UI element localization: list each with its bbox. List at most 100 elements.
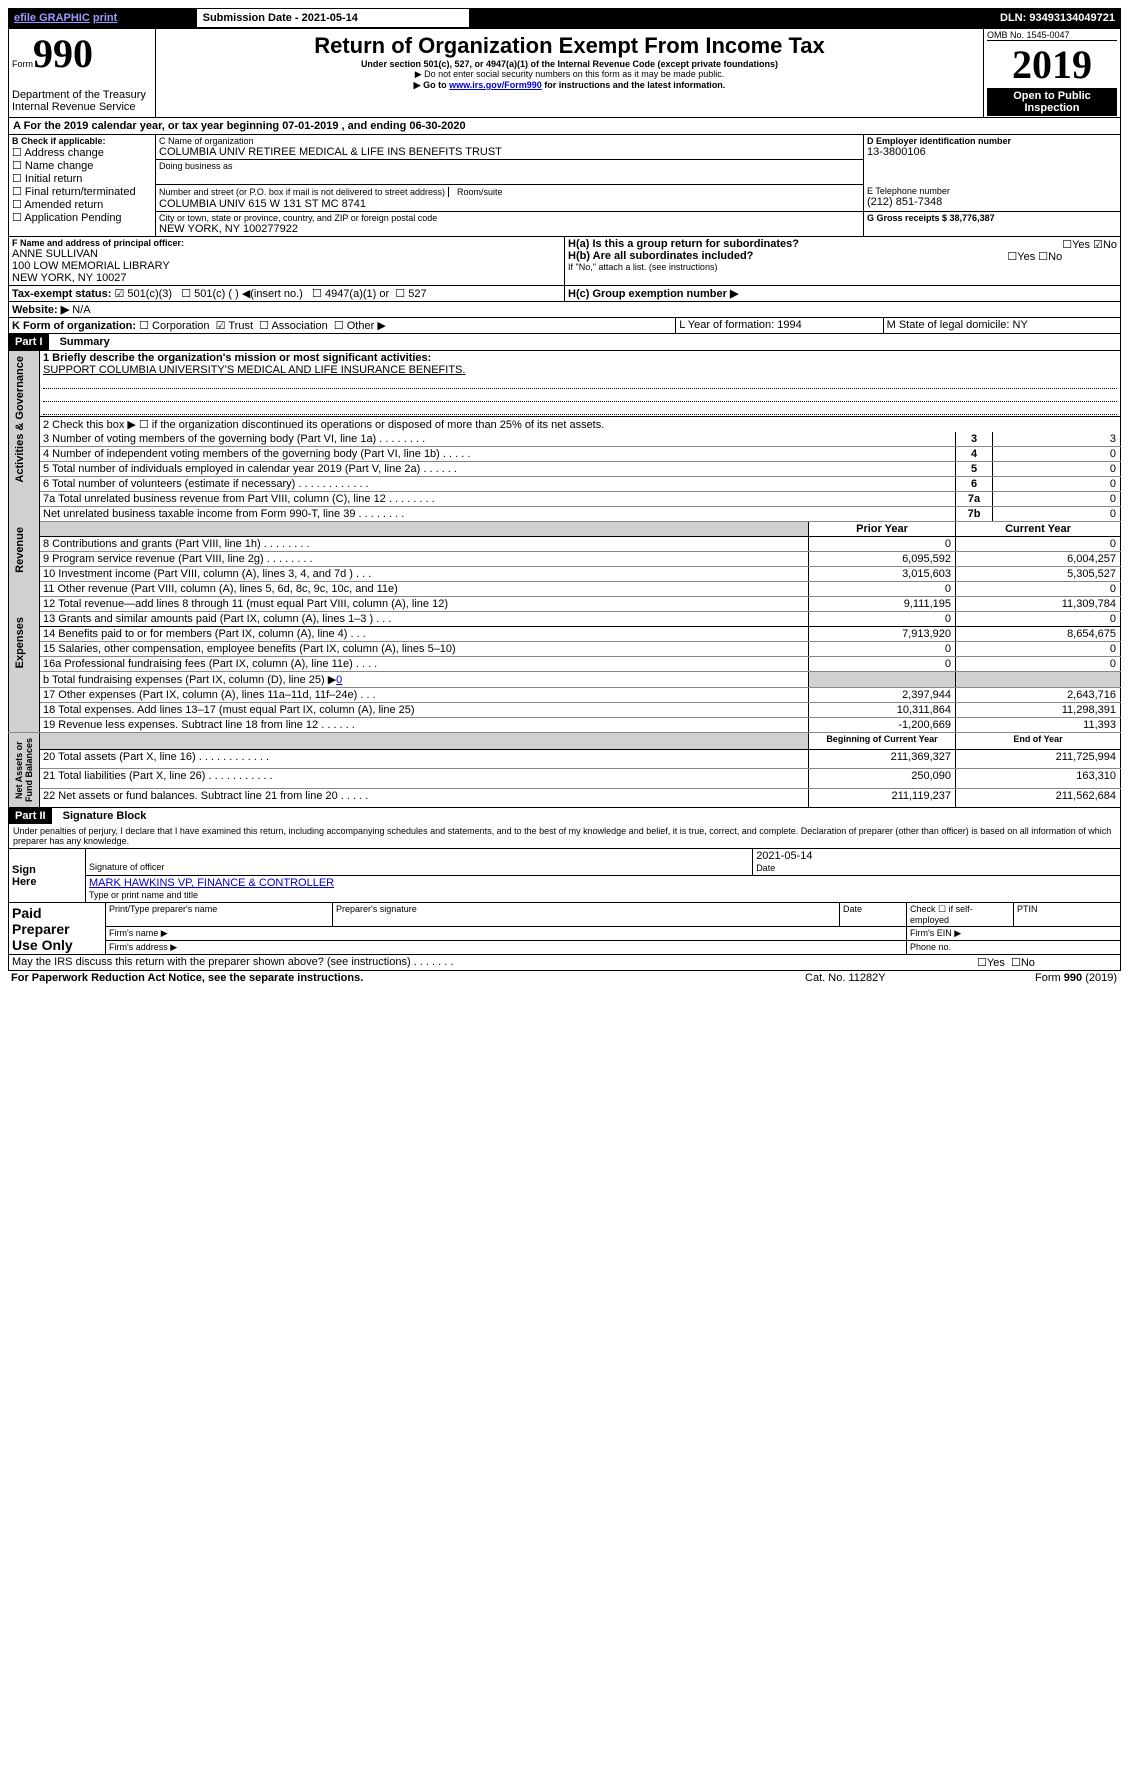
l8-prior: 0 [809, 537, 956, 552]
chk-pending[interactable]: ☐ Application Pending [12, 211, 152, 224]
omb: OMB No. 1545-0047 [987, 30, 1117, 41]
f-h-block: F Name and address of principal officer:… [8, 237, 1121, 318]
line7b: Net unrelated business taxable income fr… [40, 507, 956, 522]
e-label: E Telephone number [867, 186, 1117, 196]
discuss-no[interactable]: No [1021, 957, 1035, 969]
line17: 17 Other expenses (Part IX, column (A), … [40, 688, 809, 703]
line18: 18 Total expenses. Add lines 13–17 (must… [40, 703, 809, 718]
top-bar: efile GRAPHIC print Submission Date - 20… [8, 8, 1121, 28]
chk-501c3[interactable]: ☑ 501(c)(3) [115, 288, 173, 300]
print-link[interactable]: print [93, 12, 117, 24]
line22: 22 Net assets or fund balances. Subtract… [40, 788, 809, 807]
firm-name-label: Firm's name ▶ [106, 927, 907, 941]
firm-addr-label: Firm's address ▶ [106, 941, 907, 955]
chk-trust[interactable]: Trust [228, 320, 253, 332]
l11-prior: 0 [809, 582, 956, 597]
klm-row: K Form of organization: ☐ Corporation ☑ … [8, 318, 1121, 334]
line20: 20 Total assets (Part X, line 16) . . . … [40, 749, 809, 768]
open-public: Open to Public Inspection [987, 88, 1117, 116]
line6-val: 0 [993, 477, 1121, 492]
chk-name[interactable]: ☐ Name change [12, 159, 152, 172]
warn-goto: ▶ Go to www.irs.gov/Form990 for instruct… [160, 80, 979, 91]
form-title: Return of Organization Exempt From Incom… [160, 33, 979, 59]
line4-num: 4 [956, 447, 993, 462]
l20-cur: 211,725,994 [956, 749, 1121, 768]
line12: 12 Total revenue—add lines 8 through 11 … [40, 597, 809, 612]
chk-527[interactable]: ☐ 527 [395, 288, 426, 300]
chk-final[interactable]: ☐ Final return/terminated [12, 185, 152, 198]
city-state-zip: NEW YORK, NY 100277922 [159, 223, 860, 235]
j-label: Website: ▶ [12, 304, 69, 316]
efile-link[interactable]: efile GRAPHIC print [8, 9, 196, 28]
line16a: 16a Professional fundraising fees (Part … [40, 657, 809, 672]
hc-label: H(c) Group exemption number ▶ [565, 286, 1121, 302]
i-label: Tax-exempt status: [12, 288, 111, 300]
l18-cur: 11,298,391 [956, 703, 1121, 718]
firm-ein-label: Firm's EIN ▶ [907, 927, 1121, 941]
l10-prior: 3,015,603 [809, 567, 956, 582]
line4: 4 Number of independent voting members o… [40, 447, 956, 462]
sec-netassets: Net Assets or Fund Balances [12, 734, 36, 806]
sig-date-label: Date [756, 863, 775, 873]
chk-address[interactable]: ☐ Address change [12, 146, 152, 159]
tax-year: 2019 [987, 41, 1117, 88]
line5-val: 0 [993, 462, 1121, 477]
dln: DLN: 93493134049721 [915, 9, 1121, 28]
phone-label: Phone no. [907, 941, 1121, 955]
line6: 6 Total number of volunteers (estimate i… [40, 477, 956, 492]
prep-date-label: Date [840, 903, 907, 927]
chk-501c[interactable]: ☐ 501(c) ( ) ◀(insert no.) [181, 288, 303, 300]
sign-here-label: Sign Here [9, 849, 86, 903]
chk-amended[interactable]: ☐ Amended return [12, 198, 152, 211]
officer-name-title[interactable]: MARK HAWKINS VP, FINANCE & CONTROLLER [89, 877, 334, 889]
chk-4947[interactable]: ☐ 4947(a)(1) or [312, 288, 389, 300]
l9-cur: 6,004,257 [956, 552, 1121, 567]
l19-cur: 11,393 [956, 718, 1121, 733]
cat-no: Cat. No. 11282Y [755, 971, 935, 985]
chk-other[interactable]: Other ▶ [347, 320, 386, 332]
line13: 13 Grants and similar amounts paid (Part… [40, 612, 809, 627]
l-year: L Year of formation: 1994 [676, 318, 883, 334]
irs-link[interactable]: www.irs.gov/Form990 [449, 80, 542, 90]
officer-addr2: NEW YORK, NY 10027 [12, 272, 561, 284]
chk-assoc[interactable]: Association [271, 320, 327, 332]
form-word: Form [12, 59, 33, 69]
l16b-prior [809, 672, 956, 688]
hb-label: H(b) Are all subordinates included? ☐Yes… [568, 250, 1117, 262]
line-a: A For the 2019 calendar year, or tax yea… [8, 118, 1121, 135]
part2-header: Part II Signature Block [8, 808, 1121, 824]
submission-date: Submission Date - 2021-05-14 [196, 9, 469, 28]
c-name-label: C Name of organization [159, 136, 860, 146]
line4-val: 0 [993, 447, 1121, 462]
pra-notice: For Paperwork Reduction Act Notice, see … [8, 971, 755, 985]
line1-value: SUPPORT COLUMBIA UNIVERSITY'S MEDICAL AN… [43, 364, 1117, 376]
line14: 14 Benefits paid to or for members (Part… [40, 627, 809, 642]
l13-prior: 0 [809, 612, 956, 627]
line15: 15 Salaries, other compensation, employe… [40, 642, 809, 657]
perjury-decl: Under penalties of perjury, I declare th… [8, 824, 1121, 849]
l9-prior: 6,095,592 [809, 552, 956, 567]
footer: For Paperwork Reduction Act Notice, see … [8, 971, 1121, 985]
chk-corp[interactable]: Corporation [152, 320, 209, 332]
l16a-cur: 0 [956, 657, 1121, 672]
line2: 2 Check this box ▶ ☐ if the organization… [40, 417, 1121, 433]
discuss-yes[interactable]: Yes [987, 957, 1005, 969]
website: N/A [72, 304, 90, 316]
hb-note: If "No," attach a list. (see instruction… [568, 262, 1117, 272]
l13-cur: 0 [956, 612, 1121, 627]
check-self[interactable]: Check ☐ if self-employed [907, 903, 1014, 927]
begin-year-hdr: Beginning of Current Year [809, 733, 956, 750]
l22-cur: 211,562,684 [956, 788, 1121, 807]
line11: 11 Other revenue (Part VIII, column (A),… [40, 582, 809, 597]
l16b-cur [956, 672, 1121, 688]
prep-name-label: Print/Type preparer's name [106, 903, 333, 927]
form-990: 990 [33, 31, 93, 76]
l8-cur: 0 [956, 537, 1121, 552]
l10-cur: 5,305,527 [956, 567, 1121, 582]
chk-initial[interactable]: ☐ Initial return [12, 172, 152, 185]
l14-cur: 8,654,675 [956, 627, 1121, 642]
org-name: COLUMBIA UNIV RETIREE MEDICAL & LIFE INS… [159, 146, 860, 158]
l16b-val[interactable]: 0 [336, 674, 342, 686]
f-label: F Name and address of principal officer: [12, 238, 561, 248]
l15-cur: 0 [956, 642, 1121, 657]
